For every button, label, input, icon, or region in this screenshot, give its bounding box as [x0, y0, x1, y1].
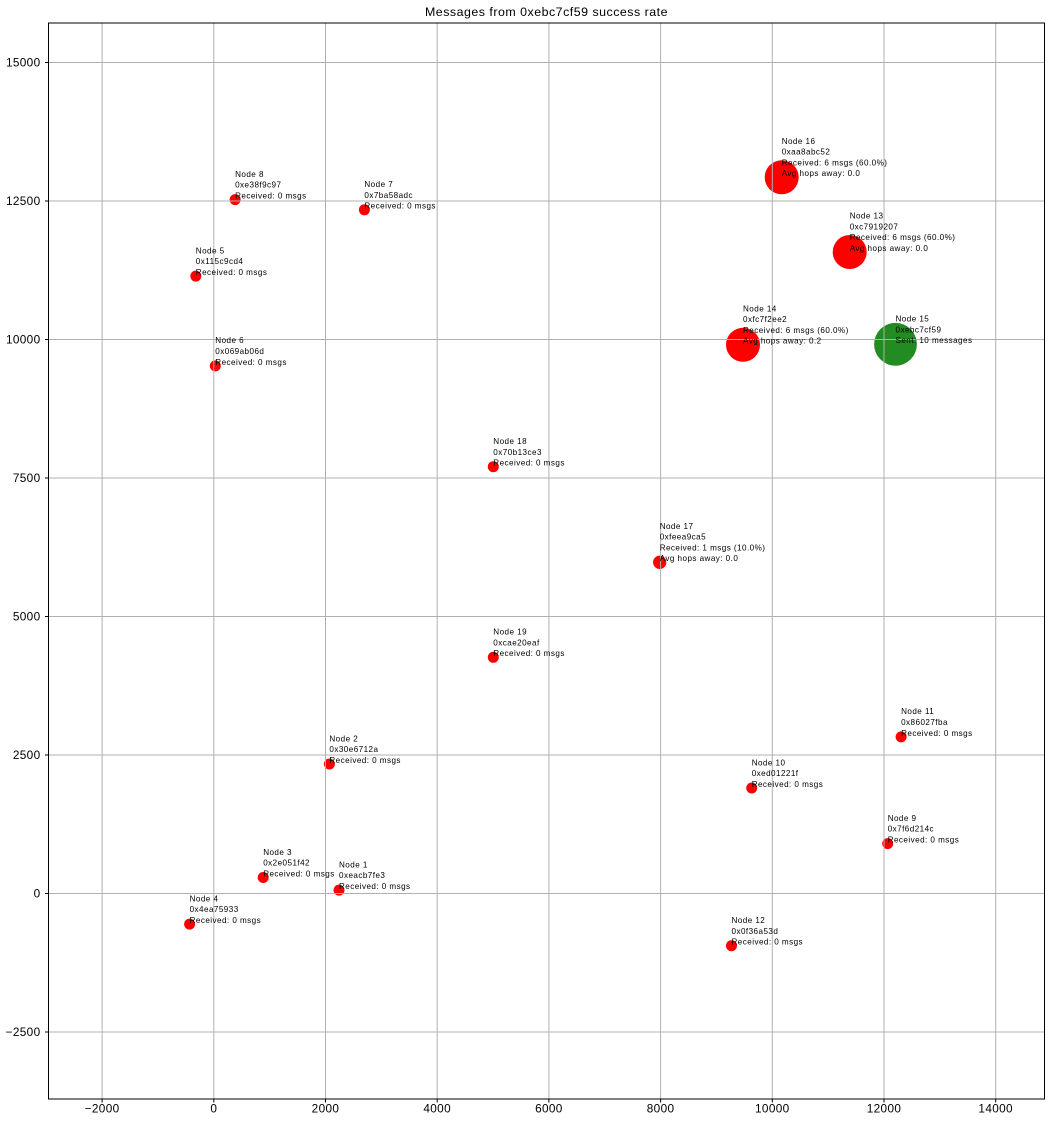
svg-text:12500: 12500: [6, 194, 41, 208]
svg-text:Node 2: Node 2: [329, 734, 358, 743]
svg-text:Avg hops away: 0.0: Avg hops away: 0.0: [660, 554, 739, 563]
svg-text:Messages from 0xebc7cf59 succe: Messages from 0xebc7cf59 success rate: [425, 5, 668, 19]
svg-text:Received: 0 msgs: Received: 0 msgs: [732, 938, 804, 947]
svg-text:Received: 0 msgs: Received: 0 msgs: [339, 882, 411, 891]
svg-text:Node 6: Node 6: [215, 336, 244, 345]
svg-text:0xfeea9ca5: 0xfeea9ca5: [660, 533, 706, 542]
svg-text:10000: 10000: [6, 333, 41, 347]
svg-text:Received: 0 msgs: Received: 0 msgs: [901, 729, 973, 738]
svg-text:Received: 0 msgs: Received: 0 msgs: [888, 836, 960, 845]
svg-text:Node 1: Node 1: [339, 860, 368, 869]
svg-text:Node 11: Node 11: [901, 707, 934, 716]
svg-text:Received: 0 msgs: Received: 0 msgs: [493, 459, 565, 468]
svg-text:Avg hops away: 0.0: Avg hops away: 0.0: [782, 169, 861, 178]
svg-text:4000: 4000: [423, 1102, 451, 1116]
svg-text:Node 5: Node 5: [196, 246, 225, 255]
svg-text:Node 16: Node 16: [782, 137, 816, 146]
svg-text:0x7f6d214c: 0x7f6d214c: [888, 825, 934, 834]
svg-text:Node 8: Node 8: [235, 170, 264, 179]
svg-text:Node 7: Node 7: [364, 180, 393, 189]
svg-text:Node 3: Node 3: [263, 848, 292, 857]
svg-text:0xaa8abc52: 0xaa8abc52: [782, 148, 831, 157]
svg-text:0: 0: [34, 887, 41, 901]
svg-text:0xfc7f2ee2: 0xfc7f2ee2: [743, 315, 787, 324]
svg-text:0xebc7cf59: 0xebc7cf59: [896, 325, 942, 334]
svg-text:0xc7919207: 0xc7919207: [850, 222, 899, 231]
svg-text:0x86027fba: 0x86027fba: [901, 718, 948, 727]
svg-text:8000: 8000: [647, 1102, 675, 1116]
svg-text:Avg hops away: 0.0: Avg hops away: 0.0: [850, 244, 929, 253]
svg-text:2000: 2000: [312, 1102, 340, 1116]
svg-text:Node 17: Node 17: [660, 522, 694, 531]
svg-text:Received: 0 msgs: Received: 0 msgs: [263, 869, 335, 878]
svg-text:6000: 6000: [535, 1102, 563, 1116]
svg-text:0xed01221f: 0xed01221f: [752, 769, 799, 778]
svg-text:Avg hops away: 0.2: Avg hops away: 0.2: [743, 337, 822, 346]
svg-text:Node 15: Node 15: [896, 315, 930, 324]
svg-text:Node 10: Node 10: [752, 758, 786, 767]
svg-text:0x2e051f42: 0x2e051f42: [263, 859, 310, 868]
svg-text:Received: 0 msgs: Received: 0 msgs: [329, 756, 401, 765]
svg-text:0: 0: [210, 1102, 217, 1116]
svg-text:15000: 15000: [6, 56, 41, 70]
svg-text:Received: 1 msgs (10.0%): Received: 1 msgs (10.0%): [660, 543, 766, 552]
svg-text:Received: 0 msgs: Received: 0 msgs: [215, 358, 287, 367]
svg-text:14000: 14000: [978, 1102, 1013, 1116]
svg-text:7500: 7500: [13, 471, 41, 485]
svg-text:Received: 0 msgs: Received: 0 msgs: [235, 192, 307, 201]
svg-text:0x70b13ce3: 0x70b13ce3: [493, 448, 542, 457]
svg-text:Received: 6 msgs (60.0%): Received: 6 msgs (60.0%): [782, 158, 888, 167]
svg-text:Node 12: Node 12: [732, 916, 766, 925]
svg-text:Received: 6 msgs (60.0%): Received: 6 msgs (60.0%): [850, 233, 956, 242]
svg-text:0x0f36a53d: 0x0f36a53d: [732, 927, 779, 936]
svg-text:Node 19: Node 19: [493, 628, 527, 637]
svg-text:0x115c9cd4: 0x115c9cd4: [196, 257, 244, 266]
svg-text:10000: 10000: [755, 1102, 790, 1116]
svg-text:0xcae20eaf: 0xcae20eaf: [493, 638, 540, 647]
svg-text:12000: 12000: [867, 1102, 902, 1116]
svg-text:0x4ea75933: 0x4ea75933: [190, 905, 239, 914]
svg-text:Node 4: Node 4: [190, 894, 219, 903]
svg-text:Received: 0 msgs: Received: 0 msgs: [752, 780, 824, 789]
svg-text:Node 9: Node 9: [888, 814, 917, 823]
svg-text:Received: 0 msgs: Received: 0 msgs: [196, 268, 268, 277]
svg-text:−2500: −2500: [6, 1025, 41, 1039]
svg-text:Sent: 10 messages: Sent: 10 messages: [896, 336, 973, 345]
svg-text:0x30e6712a: 0x30e6712a: [329, 745, 378, 754]
svg-text:Received: 0 msgs: Received: 0 msgs: [493, 649, 565, 658]
svg-text:Received: 0 msgs: Received: 0 msgs: [364, 202, 436, 211]
svg-text:Received: 0 msgs: Received: 0 msgs: [190, 916, 262, 925]
svg-text:5000: 5000: [13, 610, 41, 624]
svg-text:Node 18: Node 18: [493, 437, 527, 446]
svg-text:Node 13: Node 13: [850, 212, 884, 221]
svg-text:−2000: −2000: [85, 1102, 120, 1116]
svg-text:0x7ba58adc: 0x7ba58adc: [364, 191, 413, 200]
svg-text:0xeacb7fe3: 0xeacb7fe3: [339, 871, 385, 880]
svg-text:0xe38f9c97: 0xe38f9c97: [235, 181, 281, 190]
svg-text:0x069ab06d: 0x069ab06d: [215, 347, 264, 356]
svg-text:Received: 6 msgs (60.0%): Received: 6 msgs (60.0%): [743, 326, 849, 335]
svg-text:Node 14: Node 14: [743, 304, 777, 313]
svg-text:2500: 2500: [13, 748, 41, 762]
